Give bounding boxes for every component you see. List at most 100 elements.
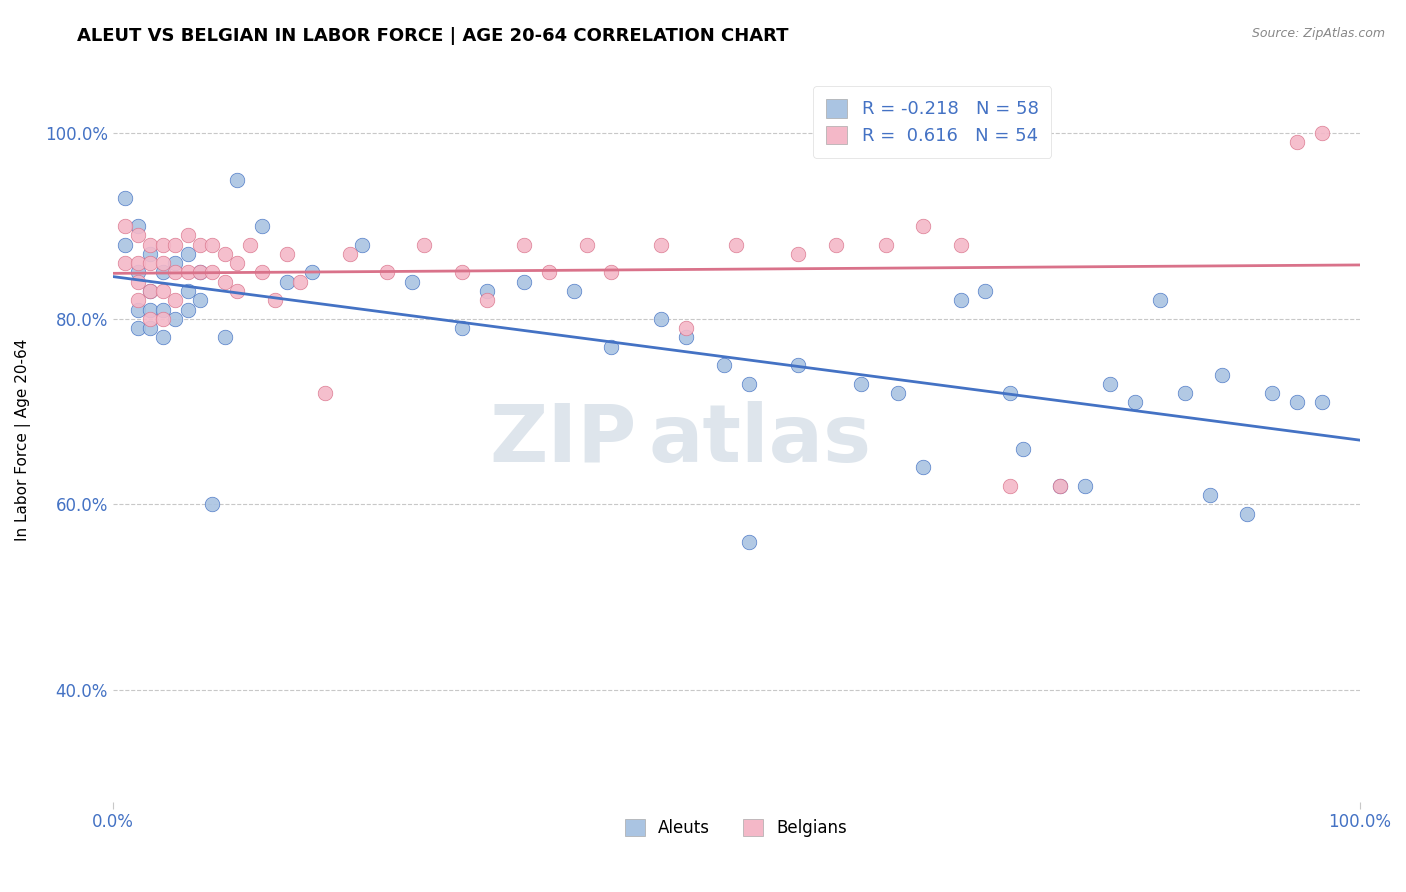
Point bbox=[912, 460, 935, 475]
Point bbox=[127, 302, 149, 317]
Point bbox=[139, 256, 162, 270]
Point bbox=[288, 275, 311, 289]
Point bbox=[188, 237, 211, 252]
Point bbox=[737, 376, 759, 391]
Point bbox=[538, 265, 561, 279]
Point bbox=[176, 302, 198, 317]
Point bbox=[139, 247, 162, 261]
Point bbox=[450, 321, 472, 335]
Point bbox=[475, 293, 498, 308]
Text: Source: ZipAtlas.com: Source: ZipAtlas.com bbox=[1251, 27, 1385, 40]
Point bbox=[1286, 395, 1309, 409]
Point bbox=[1099, 376, 1122, 391]
Point bbox=[252, 219, 274, 233]
Point bbox=[1123, 395, 1146, 409]
Point bbox=[1211, 368, 1233, 382]
Point bbox=[114, 237, 136, 252]
Point bbox=[276, 275, 298, 289]
Point bbox=[675, 330, 697, 344]
Point bbox=[127, 256, 149, 270]
Point bbox=[139, 321, 162, 335]
Point bbox=[165, 237, 187, 252]
Point bbox=[314, 386, 336, 401]
Point bbox=[301, 265, 323, 279]
Point bbox=[949, 237, 972, 252]
Point bbox=[152, 311, 174, 326]
Point bbox=[974, 284, 997, 298]
Point bbox=[650, 311, 672, 326]
Point bbox=[1310, 126, 1333, 140]
Point bbox=[152, 256, 174, 270]
Point bbox=[600, 340, 623, 354]
Point bbox=[413, 237, 436, 252]
Point bbox=[176, 265, 198, 279]
Point bbox=[188, 265, 211, 279]
Point bbox=[276, 247, 298, 261]
Point bbox=[352, 237, 374, 252]
Point bbox=[176, 284, 198, 298]
Point bbox=[214, 330, 236, 344]
Point bbox=[176, 228, 198, 243]
Point bbox=[139, 237, 162, 252]
Point bbox=[339, 247, 361, 261]
Point bbox=[127, 293, 149, 308]
Point bbox=[650, 237, 672, 252]
Point bbox=[263, 293, 285, 308]
Point bbox=[1199, 488, 1222, 502]
Point bbox=[127, 275, 149, 289]
Point bbox=[401, 275, 423, 289]
Point bbox=[1074, 479, 1097, 493]
Point bbox=[114, 219, 136, 233]
Point bbox=[139, 284, 162, 298]
Point bbox=[239, 237, 262, 252]
Point bbox=[725, 237, 748, 252]
Point bbox=[513, 237, 536, 252]
Point bbox=[139, 302, 162, 317]
Legend: Aleuts, Belgians: Aleuts, Belgians bbox=[619, 813, 855, 844]
Point bbox=[575, 237, 598, 252]
Point bbox=[165, 311, 187, 326]
Point bbox=[1000, 386, 1022, 401]
Point bbox=[188, 293, 211, 308]
Point bbox=[475, 284, 498, 298]
Point bbox=[226, 256, 249, 270]
Point bbox=[139, 311, 162, 326]
Point bbox=[824, 237, 846, 252]
Point bbox=[152, 265, 174, 279]
Point bbox=[949, 293, 972, 308]
Point bbox=[1236, 507, 1258, 521]
Point bbox=[201, 498, 224, 512]
Point bbox=[1149, 293, 1171, 308]
Point bbox=[1286, 136, 1309, 150]
Point bbox=[1261, 386, 1284, 401]
Point bbox=[188, 265, 211, 279]
Point bbox=[1174, 386, 1197, 401]
Point bbox=[1000, 479, 1022, 493]
Point bbox=[152, 237, 174, 252]
Point bbox=[713, 358, 735, 372]
Point bbox=[152, 330, 174, 344]
Point bbox=[375, 265, 398, 279]
Point bbox=[127, 321, 149, 335]
Point bbox=[1049, 479, 1071, 493]
Point bbox=[152, 284, 174, 298]
Text: ZIP: ZIP bbox=[489, 401, 637, 478]
Point bbox=[226, 284, 249, 298]
Point bbox=[201, 265, 224, 279]
Point bbox=[787, 247, 810, 261]
Point bbox=[165, 265, 187, 279]
Point bbox=[875, 237, 897, 252]
Point bbox=[252, 265, 274, 279]
Point bbox=[562, 284, 585, 298]
Point bbox=[787, 358, 810, 372]
Point bbox=[226, 172, 249, 186]
Point bbox=[165, 256, 187, 270]
Point bbox=[127, 219, 149, 233]
Text: ALEUT VS BELGIAN IN LABOR FORCE | AGE 20-64 CORRELATION CHART: ALEUT VS BELGIAN IN LABOR FORCE | AGE 20… bbox=[77, 27, 789, 45]
Point bbox=[737, 534, 759, 549]
Text: atlas: atlas bbox=[648, 401, 872, 478]
Point bbox=[912, 219, 935, 233]
Point bbox=[176, 247, 198, 261]
Point bbox=[849, 376, 872, 391]
Point bbox=[1012, 442, 1035, 456]
